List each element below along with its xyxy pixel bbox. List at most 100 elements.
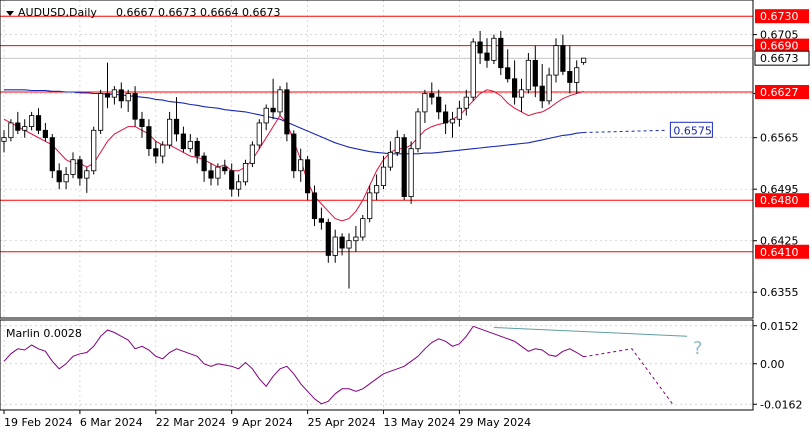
candle-body	[104, 93, 111, 98]
candle-body	[367, 192, 373, 220]
candle-body	[532, 59, 538, 87]
level-label-box	[755, 9, 809, 24]
time-tick-label: 13 May 2024	[384, 416, 456, 429]
candle-body	[318, 218, 325, 223]
candle-body	[581, 57, 587, 63]
candle-body	[298, 159, 304, 172]
candle-body	[332, 236, 338, 256]
time-tick-label: 29 May 2024	[459, 416, 531, 429]
candle-body	[22, 126, 28, 131]
candle-body	[429, 93, 435, 98]
time-tick-label: 6 Mar 2024	[80, 416, 143, 429]
candle-body	[505, 67, 511, 80]
candle-body	[463, 96, 469, 109]
candle-body	[470, 41, 476, 98]
oscillator-pane-frame	[0, 319, 754, 411]
oscillator-axis: 0.0152 0.00 -0.0162	[753, 320, 802, 411]
candle-body	[498, 37, 504, 69]
oscillator-line	[3, 325, 584, 405]
osc-tick-label: 0.00	[760, 358, 785, 371]
level-label-box	[755, 85, 809, 100]
candle-body	[77, 159, 83, 179]
candle-body	[222, 166, 228, 172]
candle-body	[291, 133, 297, 172]
candle-body	[160, 144, 166, 157]
candle-body	[277, 89, 283, 113]
candle-body	[35, 115, 42, 131]
forecast-label-box	[669, 121, 713, 138]
candle-body	[1, 137, 7, 142]
candle-body	[546, 74, 552, 102]
candle-body	[484, 52, 490, 61]
candle-body	[304, 159, 311, 194]
candle-body	[201, 155, 207, 172]
candle-body	[353, 236, 359, 242]
candle-body	[442, 111, 449, 124]
candle-body	[373, 185, 380, 194]
slow-ma-forecast	[583, 129, 667, 133]
question-mark-annotation: ?	[693, 338, 703, 359]
candle-body	[512, 78, 518, 98]
level-label-box	[755, 244, 809, 259]
candle-body	[567, 71, 573, 83]
current-price-label: 0.6673	[760, 52, 799, 65]
candle-body	[132, 93, 138, 120]
oscillator-trend-line	[493, 327, 688, 337]
candle-body	[311, 192, 318, 220]
time-tick-label: 19 Feb 2024	[4, 416, 72, 429]
candle-body	[436, 96, 442, 113]
candle-body	[146, 126, 152, 150]
price-labels: 0.6730 0.6690 0.6627 0.6480 0.6410 0.6673 0.65…	[669, 9, 810, 259]
candle-body	[256, 122, 262, 146]
candle-body	[166, 118, 173, 146]
main-pane-frame	[0, 0, 754, 319]
candle-body	[539, 85, 545, 102]
candle-body	[394, 137, 400, 153]
price-tick-label: 0.6705	[760, 29, 799, 42]
candle-body	[346, 240, 352, 249]
candle-body	[263, 107, 269, 124]
osc-tick-label: -0.0162	[760, 398, 802, 411]
candle-body	[42, 129, 49, 139]
time-tick-label: 25 Apr 2024	[308, 416, 376, 429]
price-tick-label: 0.6565	[760, 132, 799, 145]
candle-body	[325, 221, 331, 256]
oscillator-lines	[3, 325, 688, 406]
candle-body	[284, 89, 290, 135]
candle-body	[173, 118, 180, 135]
candle-body	[70, 159, 76, 175]
candle-body	[187, 140, 193, 150]
level-label: 0.6690	[760, 40, 799, 53]
candle-body	[242, 163, 249, 183]
candle-body	[28, 115, 35, 128]
candle-body	[249, 144, 255, 164]
candle-body	[91, 129, 97, 172]
candle-body	[208, 170, 214, 179]
candle-body	[415, 111, 421, 150]
candle-body	[63, 174, 69, 183]
candle-body	[553, 45, 559, 76]
time-axis: 19 Feb 2024 6 Mar 2024 22 Mar 2024 9 Apr 20…	[3, 410, 531, 429]
collapse-triangle-icon[interactable]	[6, 11, 14, 16]
price-tick-label: 0.6425	[760, 235, 799, 248]
candle-body	[477, 41, 483, 54]
ohlc-values: 0.6667 0.6673 0.6664 0.6673	[116, 6, 280, 19]
oscillator-grid	[0, 320, 753, 410]
chart-symbol: AUDUSD,Daily	[18, 6, 97, 19]
candle-body	[8, 122, 14, 139]
candle-body	[98, 93, 104, 131]
candle-body	[49, 137, 55, 172]
oscillator-label: Marlin 0.0028	[6, 327, 82, 340]
candle-body	[111, 89, 117, 98]
candle-body	[194, 140, 200, 157]
candle-body	[153, 148, 159, 157]
level-label-box	[755, 193, 809, 208]
candle-body	[574, 67, 580, 83]
level-label: 0.6730	[760, 10, 799, 23]
candle-body	[525, 59, 532, 91]
candle-body	[139, 118, 145, 128]
candle-body	[84, 170, 90, 179]
candlesticks	[1, 30, 587, 289]
